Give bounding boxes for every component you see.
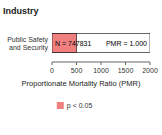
category-label: Public Safetyand Security xyxy=(7,36,48,52)
x-tick-label: 2000 xyxy=(142,67,158,74)
bars xyxy=(52,34,150,53)
annotation: N = 747831 xyxy=(55,40,91,47)
x-tick xyxy=(52,62,53,65)
category-label-line: Public Safety xyxy=(7,36,48,44)
legend: p < 0.05 xyxy=(57,102,93,110)
x-tick xyxy=(150,62,151,65)
x-tick-label: 0 xyxy=(50,67,54,74)
annotation: PMR = 1.000 xyxy=(106,40,147,47)
y-axis-title: Industry xyxy=(3,6,39,16)
x-tick-label: 500 xyxy=(71,67,83,74)
legend-label: p < 0.05 xyxy=(67,102,93,110)
x-axis-title: Proportionate Mortality Ratio (PMR) xyxy=(22,79,141,88)
x-tick xyxy=(101,62,102,65)
legend-swatch xyxy=(57,102,64,109)
x-tick-label: 1500 xyxy=(118,67,134,74)
chart-container: Industry Public Safetyand Security N = 747… xyxy=(0,0,162,135)
x-tick xyxy=(125,62,126,65)
x-tick xyxy=(76,62,77,65)
x-tick-label: 1000 xyxy=(93,67,109,74)
category-label-line: and Security xyxy=(9,44,48,52)
chart: Industry Public Safetyand Security N = 747… xyxy=(0,0,162,135)
bar xyxy=(52,34,150,53)
